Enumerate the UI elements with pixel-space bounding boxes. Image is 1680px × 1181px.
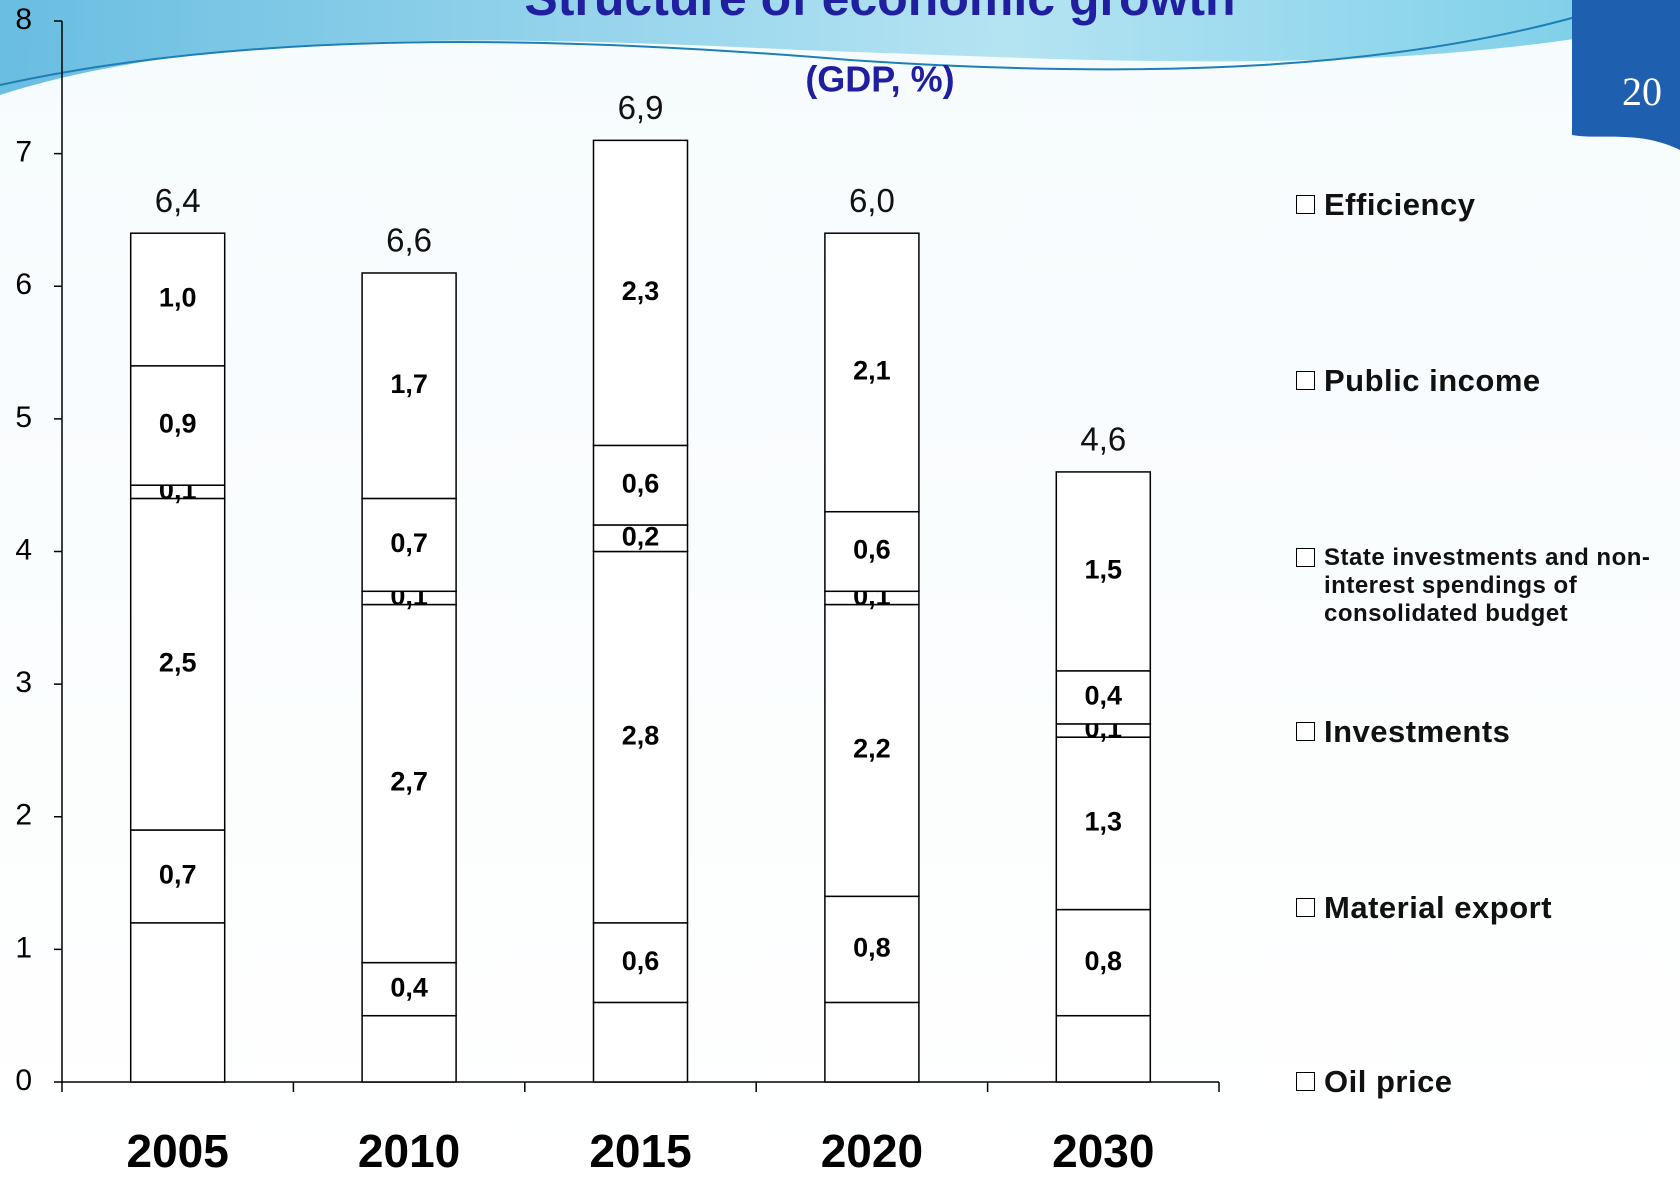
legend-swatch <box>1296 548 1315 567</box>
value-label: 2,5 <box>159 647 197 677</box>
value-label: 2,1 <box>853 356 891 386</box>
legend-item: Efficiency <box>1296 187 1680 231</box>
total-label: 6,0 <box>849 182 895 219</box>
value-label: 1,3 <box>1085 807 1123 837</box>
total-label: 4,6 <box>1080 421 1126 458</box>
x-tick-label: 2015 <box>589 1125 691 1176</box>
value-label: 0,5 <box>1085 1032 1123 1062</box>
chart-title: Structure of economic growth <box>524 0 1235 26</box>
value-label: 0,6 <box>853 1025 891 1055</box>
value-label: 0,6 <box>622 1025 660 1055</box>
value-label: 1,0 <box>159 283 197 313</box>
total-label: 6,4 <box>155 182 201 219</box>
legend-item: Investments <box>1296 714 1680 758</box>
total-label: 6,6 <box>386 222 432 259</box>
legend-item: Public income <box>1296 363 1680 407</box>
chart: 20 Structure of economic growth (GDP, %)… <box>0 0 1680 1176</box>
value-label: 1,5 <box>1085 555 1123 585</box>
x-tick-label: 2020 <box>821 1125 923 1176</box>
x-tick-label: 2010 <box>358 1125 460 1176</box>
value-label: 0,6 <box>622 946 660 976</box>
y-tick-label: 5 <box>15 401 32 434</box>
legend-item: Oil price <box>1296 1064 1680 1108</box>
legend-label: Investments <box>1324 714 1510 750</box>
value-label: 0,8 <box>853 933 891 963</box>
legend-swatch <box>1296 195 1315 214</box>
value-label: 0,6 <box>622 468 660 498</box>
y-tick-label: 6 <box>15 268 32 301</box>
legend-item: Material export <box>1296 890 1680 934</box>
y-tick-label: 0 <box>15 1064 32 1097</box>
y-tick-label: 8 <box>15 3 32 36</box>
legend-swatch <box>1296 371 1315 390</box>
value-label: 0,7 <box>390 528 428 558</box>
y-tick-label: 2 <box>15 799 32 832</box>
value-label: 0,4 <box>390 972 428 1002</box>
legend-label: Public income <box>1324 363 1541 399</box>
legend-entry: Investments <box>1296 714 1680 750</box>
legend-label: State investments and non-interest spend… <box>1324 544 1664 628</box>
legend-label: Material export <box>1324 890 1552 926</box>
value-label: 2,2 <box>853 734 891 764</box>
legend-label: Oil price <box>1324 1064 1453 1100</box>
value-label: 0,9 <box>159 409 197 439</box>
value-label: 0,5 <box>390 1032 428 1062</box>
legend-swatch <box>1296 1072 1315 1091</box>
legend-swatch <box>1296 722 1315 741</box>
logo-text: 20 <box>1622 69 1662 114</box>
value-label: 0,4 <box>1085 681 1123 711</box>
y-tick-label: 3 <box>15 666 32 699</box>
value-label: 0,8 <box>1085 946 1123 976</box>
legend-entry: Public income <box>1296 363 1680 399</box>
legend-item: State investments and non-interest spend… <box>1296 544 1680 644</box>
x-tick-label: 2030 <box>1052 1125 1154 1176</box>
value-label: 1,2 <box>159 986 197 1016</box>
value-label: 2,7 <box>390 767 428 797</box>
value-label: 0,2 <box>622 521 660 551</box>
y-tick-label: 4 <box>15 533 32 566</box>
legend-label: Efficiency <box>1324 187 1475 223</box>
value-label: 0,7 <box>159 860 197 890</box>
legend-entry: Oil price <box>1296 1064 1680 1100</box>
value-label: 2,3 <box>622 276 660 306</box>
value-label: 2,8 <box>622 720 660 750</box>
x-tick-label: 2005 <box>127 1125 229 1176</box>
chart-subtitle: (GDP, %) <box>805 59 954 100</box>
legend-swatch <box>1296 898 1315 917</box>
value-label: 0,6 <box>853 535 891 565</box>
legend-entry: Material export <box>1296 890 1680 926</box>
value-label: 1,7 <box>390 369 428 399</box>
y-tick-label: 1 <box>15 931 32 964</box>
legend-entry: State investments and non-interest spend… <box>1296 544 1680 628</box>
legend-entry: Efficiency <box>1296 187 1680 223</box>
total-label: 6,9 <box>618 89 664 126</box>
y-tick-label: 7 <box>15 136 32 169</box>
